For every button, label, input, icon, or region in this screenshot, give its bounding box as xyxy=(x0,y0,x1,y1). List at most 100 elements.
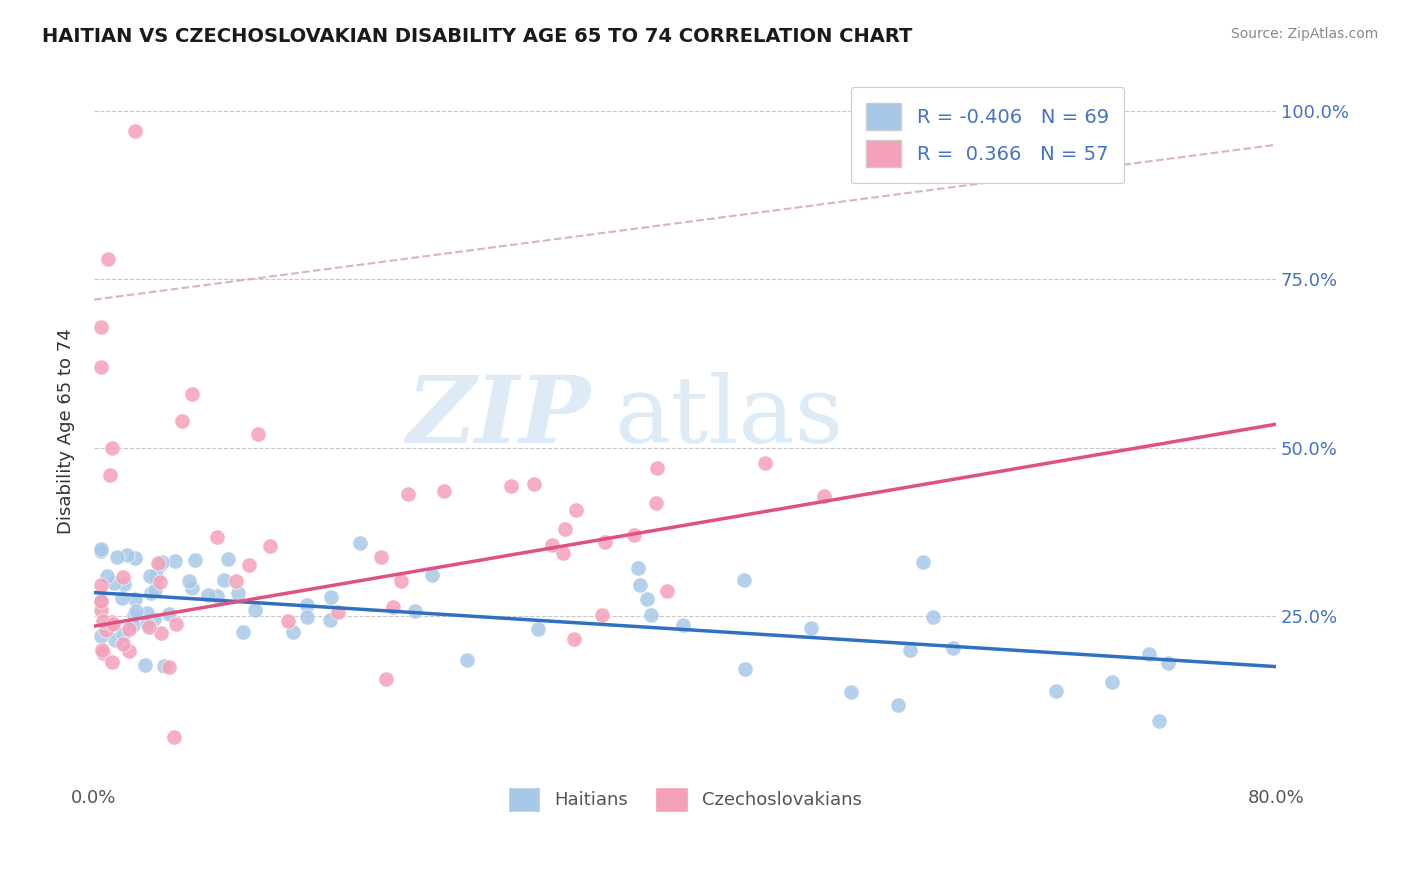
Point xyxy=(636,591,658,606)
Text: ZIP: ZIP xyxy=(406,372,591,462)
Point xyxy=(456,653,478,667)
Point xyxy=(149,558,172,573)
Point xyxy=(142,612,165,626)
Point xyxy=(165,554,187,568)
Point xyxy=(117,548,139,562)
Point xyxy=(90,594,112,608)
Point xyxy=(319,613,342,627)
Point xyxy=(281,625,304,640)
Point xyxy=(97,252,120,267)
Point xyxy=(143,582,166,597)
Point xyxy=(277,614,299,628)
Point xyxy=(91,643,114,657)
Point xyxy=(942,641,965,656)
Point xyxy=(111,591,134,605)
Point xyxy=(886,698,908,713)
Point xyxy=(91,646,114,660)
Point xyxy=(104,633,127,648)
Point xyxy=(157,607,180,621)
Point xyxy=(139,569,162,583)
Point xyxy=(101,441,124,455)
Point xyxy=(146,556,169,570)
Point xyxy=(375,672,398,686)
Point xyxy=(565,503,588,517)
Point xyxy=(1045,684,1067,698)
Point xyxy=(111,627,134,641)
Point xyxy=(153,659,176,673)
Point xyxy=(159,660,181,674)
Point xyxy=(246,427,269,442)
Point xyxy=(562,632,585,647)
Point xyxy=(96,569,118,583)
Point xyxy=(800,622,823,636)
Point xyxy=(90,578,112,592)
Point xyxy=(90,595,112,609)
Point xyxy=(217,551,239,566)
Point xyxy=(205,529,228,543)
Point xyxy=(101,615,124,629)
Point xyxy=(523,477,546,491)
Point xyxy=(733,573,755,587)
Point xyxy=(1157,656,1180,670)
Point xyxy=(136,616,159,631)
Point xyxy=(90,602,112,616)
Point xyxy=(134,657,156,672)
Point xyxy=(645,496,668,510)
Point xyxy=(295,610,318,624)
Point xyxy=(813,489,835,503)
Point xyxy=(205,590,228,604)
Point xyxy=(389,574,412,588)
Point xyxy=(370,549,392,564)
Point xyxy=(232,624,254,639)
Point xyxy=(433,484,456,499)
Point xyxy=(111,570,134,584)
Point xyxy=(125,604,148,618)
Point xyxy=(839,685,862,699)
Point xyxy=(381,599,404,614)
Point xyxy=(527,622,550,636)
Point xyxy=(245,603,267,617)
Point xyxy=(136,606,159,620)
Point xyxy=(295,599,318,613)
Point xyxy=(754,456,776,470)
Point xyxy=(124,124,146,138)
Y-axis label: Disability Age 65 to 74: Disability Age 65 to 74 xyxy=(58,328,75,533)
Point xyxy=(90,543,112,558)
Point xyxy=(321,591,343,605)
Point xyxy=(163,730,186,744)
Point xyxy=(671,618,693,632)
Point xyxy=(101,616,124,631)
Point xyxy=(118,622,141,636)
Point xyxy=(98,467,121,482)
Point xyxy=(90,541,112,556)
Point xyxy=(212,573,235,587)
Text: Source: ZipAtlas.com: Source: ZipAtlas.com xyxy=(1230,27,1378,41)
Point xyxy=(124,608,146,623)
Point xyxy=(623,528,645,542)
Point xyxy=(921,609,943,624)
Point xyxy=(149,575,172,590)
Point xyxy=(118,644,141,658)
Point xyxy=(225,574,247,588)
Point xyxy=(238,558,260,573)
Point xyxy=(627,561,650,575)
Point xyxy=(112,637,135,651)
Point xyxy=(150,626,173,640)
Point xyxy=(499,478,522,492)
Point xyxy=(540,538,562,552)
Point xyxy=(152,555,174,569)
Point xyxy=(640,607,662,622)
Point xyxy=(657,584,679,599)
Point xyxy=(101,655,124,669)
Legend: Haitians, Czechoslovakians: Haitians, Czechoslovakians xyxy=(495,774,875,825)
Point xyxy=(177,574,200,589)
Point xyxy=(628,578,651,592)
Point xyxy=(103,576,125,591)
Point xyxy=(898,643,921,657)
Point xyxy=(420,567,443,582)
Point xyxy=(94,623,117,637)
Point xyxy=(1137,647,1160,661)
Point xyxy=(93,614,115,628)
Point xyxy=(138,620,160,634)
Point xyxy=(141,585,163,599)
